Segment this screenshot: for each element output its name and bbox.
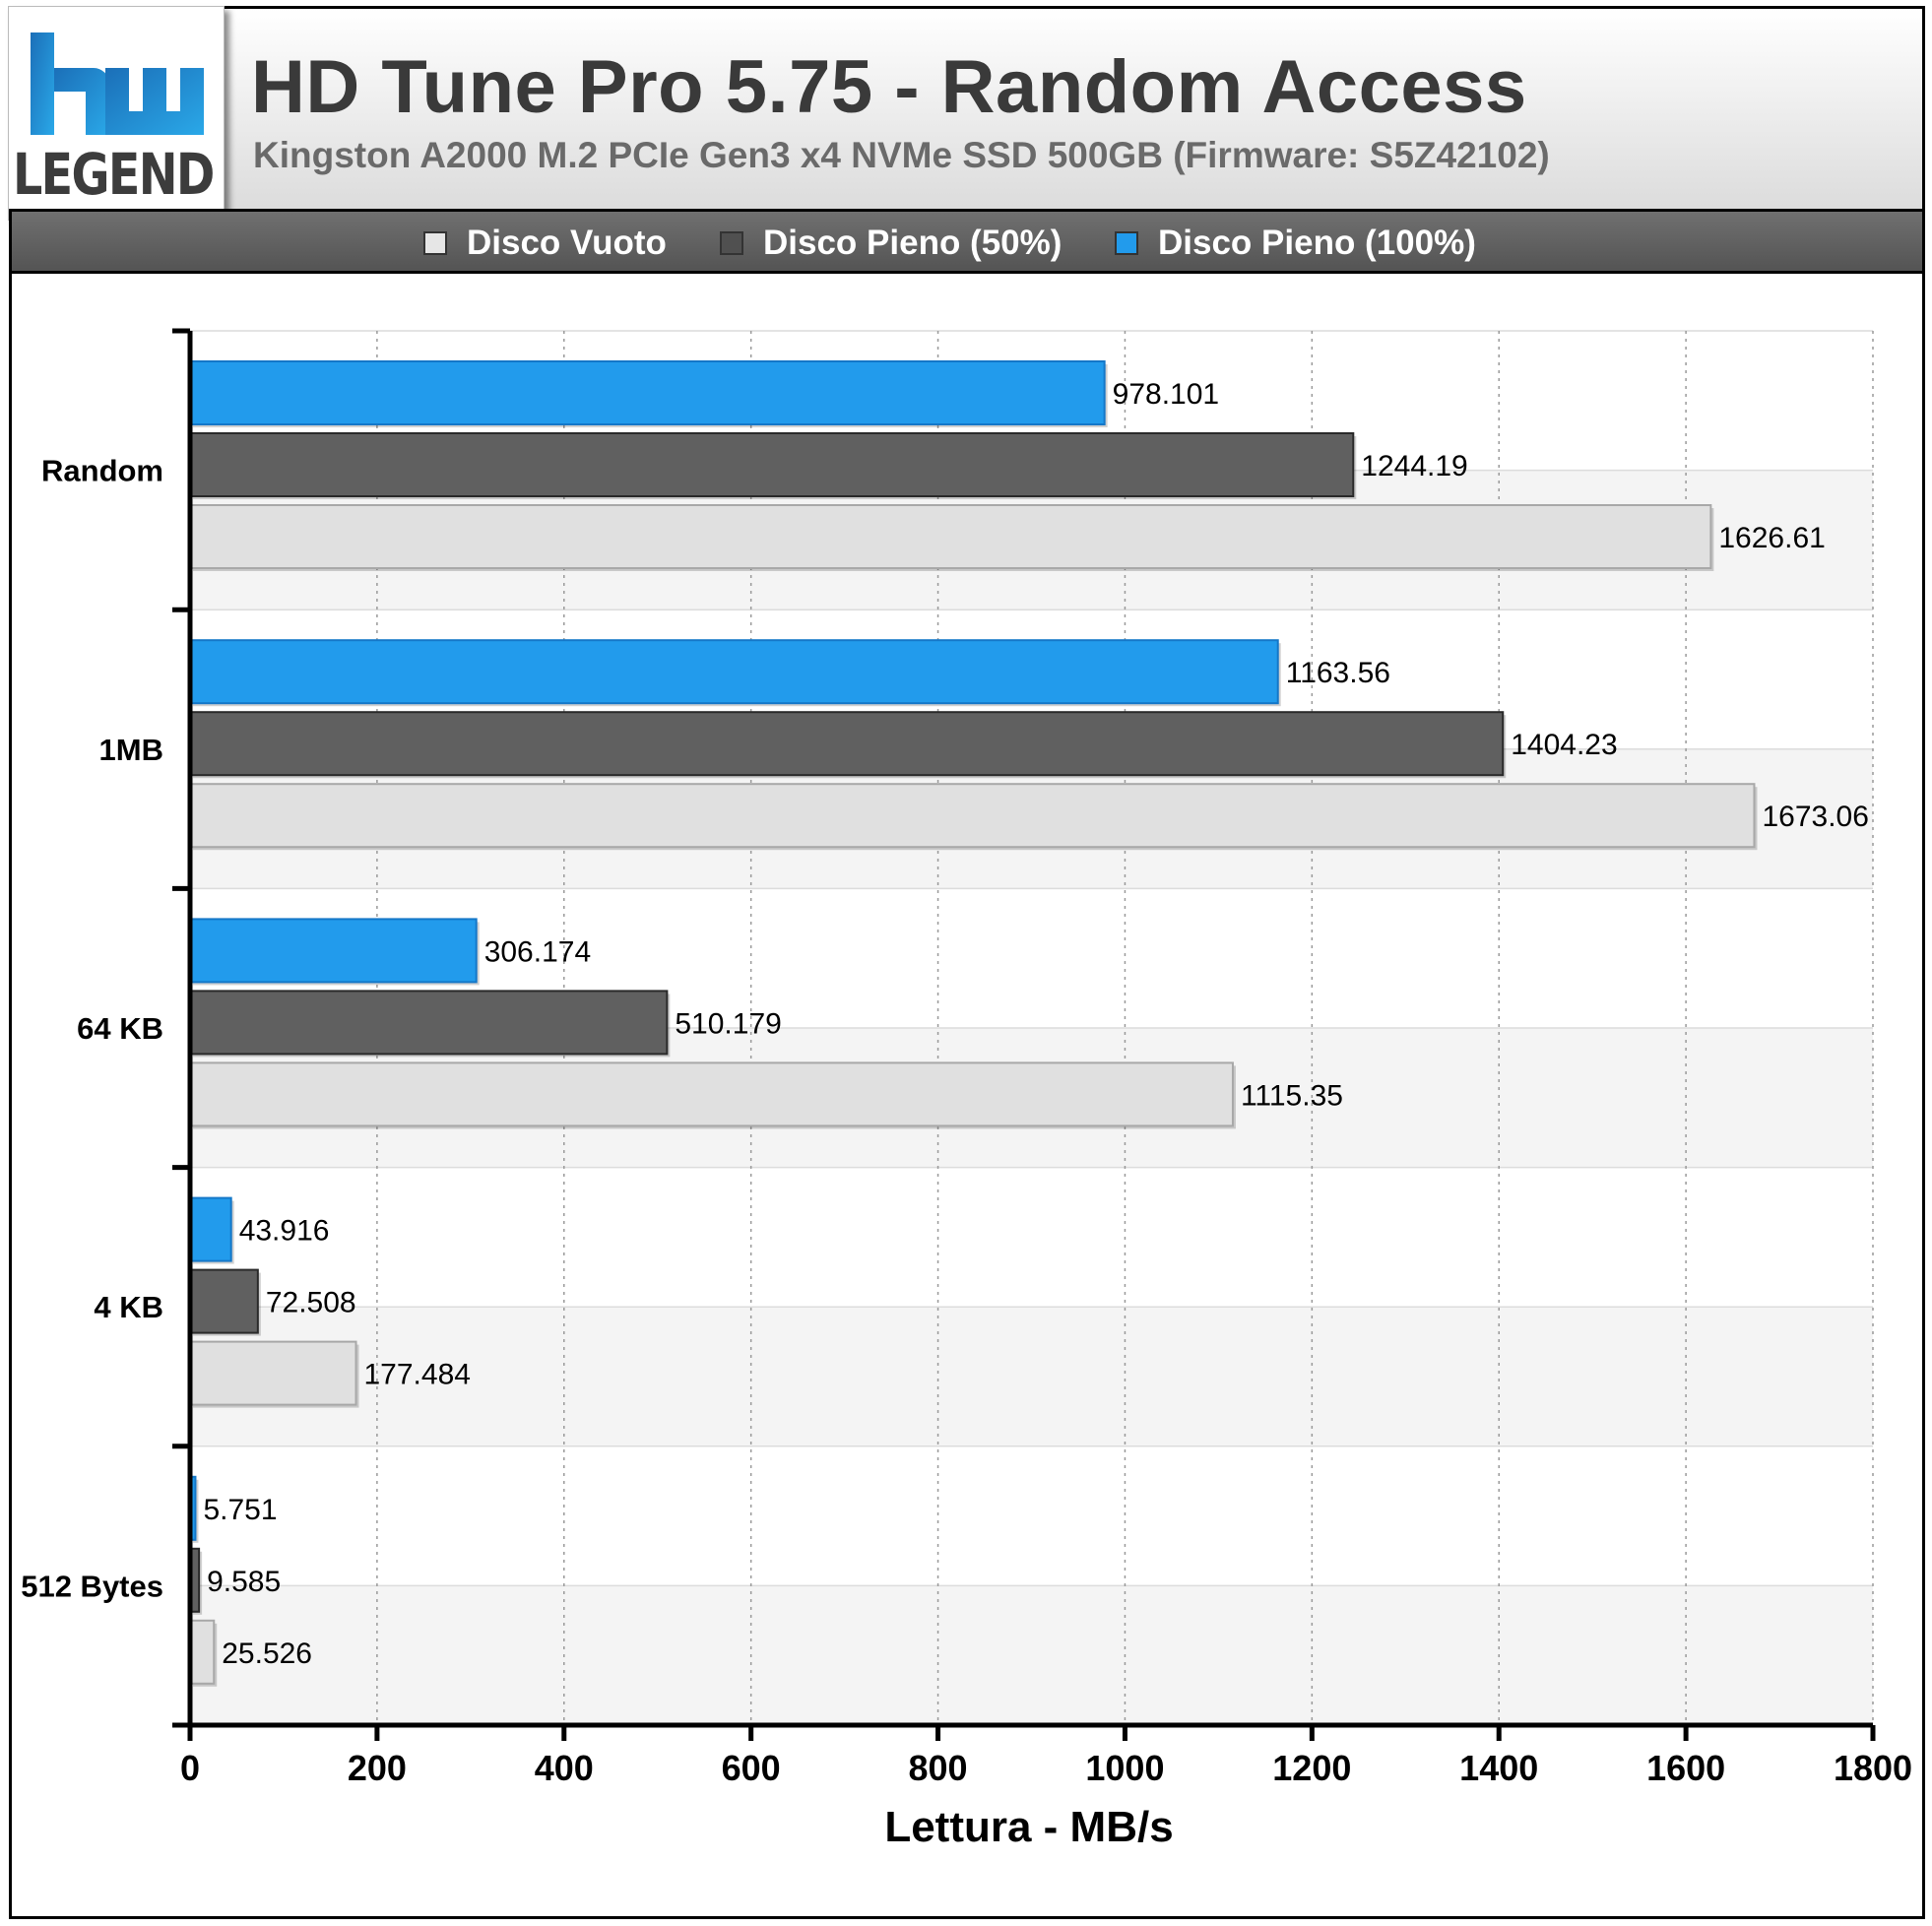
chart-subtitle: Kingston A2000 M.2 PCIe Gen3 x4 NVMe SSD… bbox=[253, 135, 1550, 175]
chart-header: HD Tune Pro 5.75 - Random Access Kingsto… bbox=[9, 6, 1925, 209]
value-label: 1673.06 bbox=[1762, 801, 1868, 833]
value-label: 5.751 bbox=[203, 1494, 277, 1526]
x-tick-label: 1400 bbox=[1459, 1748, 1538, 1788]
category-label: 4 KB bbox=[94, 1290, 163, 1324]
value-label: 1115.35 bbox=[1241, 1079, 1343, 1112]
value-label: 9.585 bbox=[207, 1566, 281, 1598]
legend-label: Disco Pieno (50%) bbox=[763, 224, 1063, 262]
x-tick-label: 1000 bbox=[1085, 1748, 1164, 1788]
value-labels: 978.101 1244.19 1626.61 1163.56 1404.23 1673.… bbox=[203, 378, 1868, 1670]
value-label: 1244.19 bbox=[1361, 450, 1467, 482]
value-label: 1163.56 bbox=[1286, 657, 1390, 689]
axes bbox=[172, 328, 1876, 1741]
legend-swatch bbox=[1115, 231, 1138, 255]
bar bbox=[189, 1619, 216, 1685]
bar bbox=[189, 504, 1712, 569]
plot-band bbox=[190, 1307, 1873, 1446]
x-tick-labels: 0 200 400 600 800 1000 1200 1400 1600 1800 bbox=[180, 1748, 1912, 1788]
chart-title: HD Tune Pro 5.75 - Random Access bbox=[251, 45, 1527, 129]
value-label: 177.484 bbox=[364, 1359, 471, 1391]
value-label: 25.526 bbox=[222, 1637, 312, 1670]
plot-band bbox=[190, 1585, 1873, 1725]
bar bbox=[189, 783, 1756, 849]
category-label: 1MB bbox=[99, 733, 163, 767]
category-label: 512 Bytes bbox=[21, 1569, 163, 1603]
value-label: 306.174 bbox=[484, 935, 591, 968]
legend-item-disco-pieno-50: Disco Pieno (50%) bbox=[720, 224, 1062, 263]
x-tick-label: 600 bbox=[722, 1748, 781, 1788]
value-label: 978.101 bbox=[1113, 378, 1219, 411]
bar bbox=[189, 918, 478, 984]
legend-label: Disco Vuoto bbox=[467, 224, 667, 262]
bar bbox=[189, 1340, 357, 1406]
legend: Disco Vuoto Disco Pieno (50%) Disco Pien… bbox=[9, 209, 1925, 274]
bar bbox=[189, 1268, 259, 1334]
category-label: 64 KB bbox=[77, 1011, 163, 1046]
x-tick-label: 1200 bbox=[1272, 1748, 1351, 1788]
value-label: 1626.61 bbox=[1718, 522, 1825, 554]
bar bbox=[189, 1061, 1234, 1127]
value-label: 510.179 bbox=[675, 1007, 781, 1040]
x-tick-label: 0 bbox=[180, 1748, 200, 1788]
legend-swatch bbox=[423, 231, 447, 255]
bar bbox=[189, 639, 1279, 705]
logo-text: LEGEND bbox=[13, 141, 215, 208]
logo-mark-icon bbox=[31, 32, 204, 135]
value-label: 43.916 bbox=[239, 1215, 330, 1248]
legend-swatch bbox=[720, 231, 743, 255]
bar bbox=[189, 1196, 232, 1262]
bar bbox=[189, 990, 669, 1056]
bar bbox=[189, 360, 1106, 425]
bars bbox=[189, 360, 1758, 1687]
value-label: 72.508 bbox=[266, 1287, 356, 1319]
legend-item-disco-pieno-100: Disco Pieno (100%) bbox=[1115, 224, 1476, 263]
value-label: 1404.23 bbox=[1511, 729, 1617, 761]
x-tick-label: 200 bbox=[348, 1748, 407, 1788]
x-tick-label: 1600 bbox=[1646, 1748, 1725, 1788]
category-labels: Random 1MB 64 KB 4 KB 512 Bytes bbox=[21, 454, 163, 1604]
bar bbox=[189, 711, 1505, 777]
x-tick-label: 1800 bbox=[1834, 1748, 1912, 1788]
x-axis-title: Lettura - MB/s bbox=[884, 1803, 1173, 1851]
x-tick-label: 800 bbox=[909, 1748, 968, 1788]
site-logo: LEGEND bbox=[8, 6, 225, 221]
bar bbox=[189, 432, 1355, 497]
x-tick-label: 400 bbox=[535, 1748, 594, 1788]
legend-item-disco-vuoto: Disco Vuoto bbox=[423, 224, 667, 263]
category-label: Random bbox=[41, 454, 163, 488]
legend-label: Disco Pieno (100%) bbox=[1158, 224, 1476, 262]
